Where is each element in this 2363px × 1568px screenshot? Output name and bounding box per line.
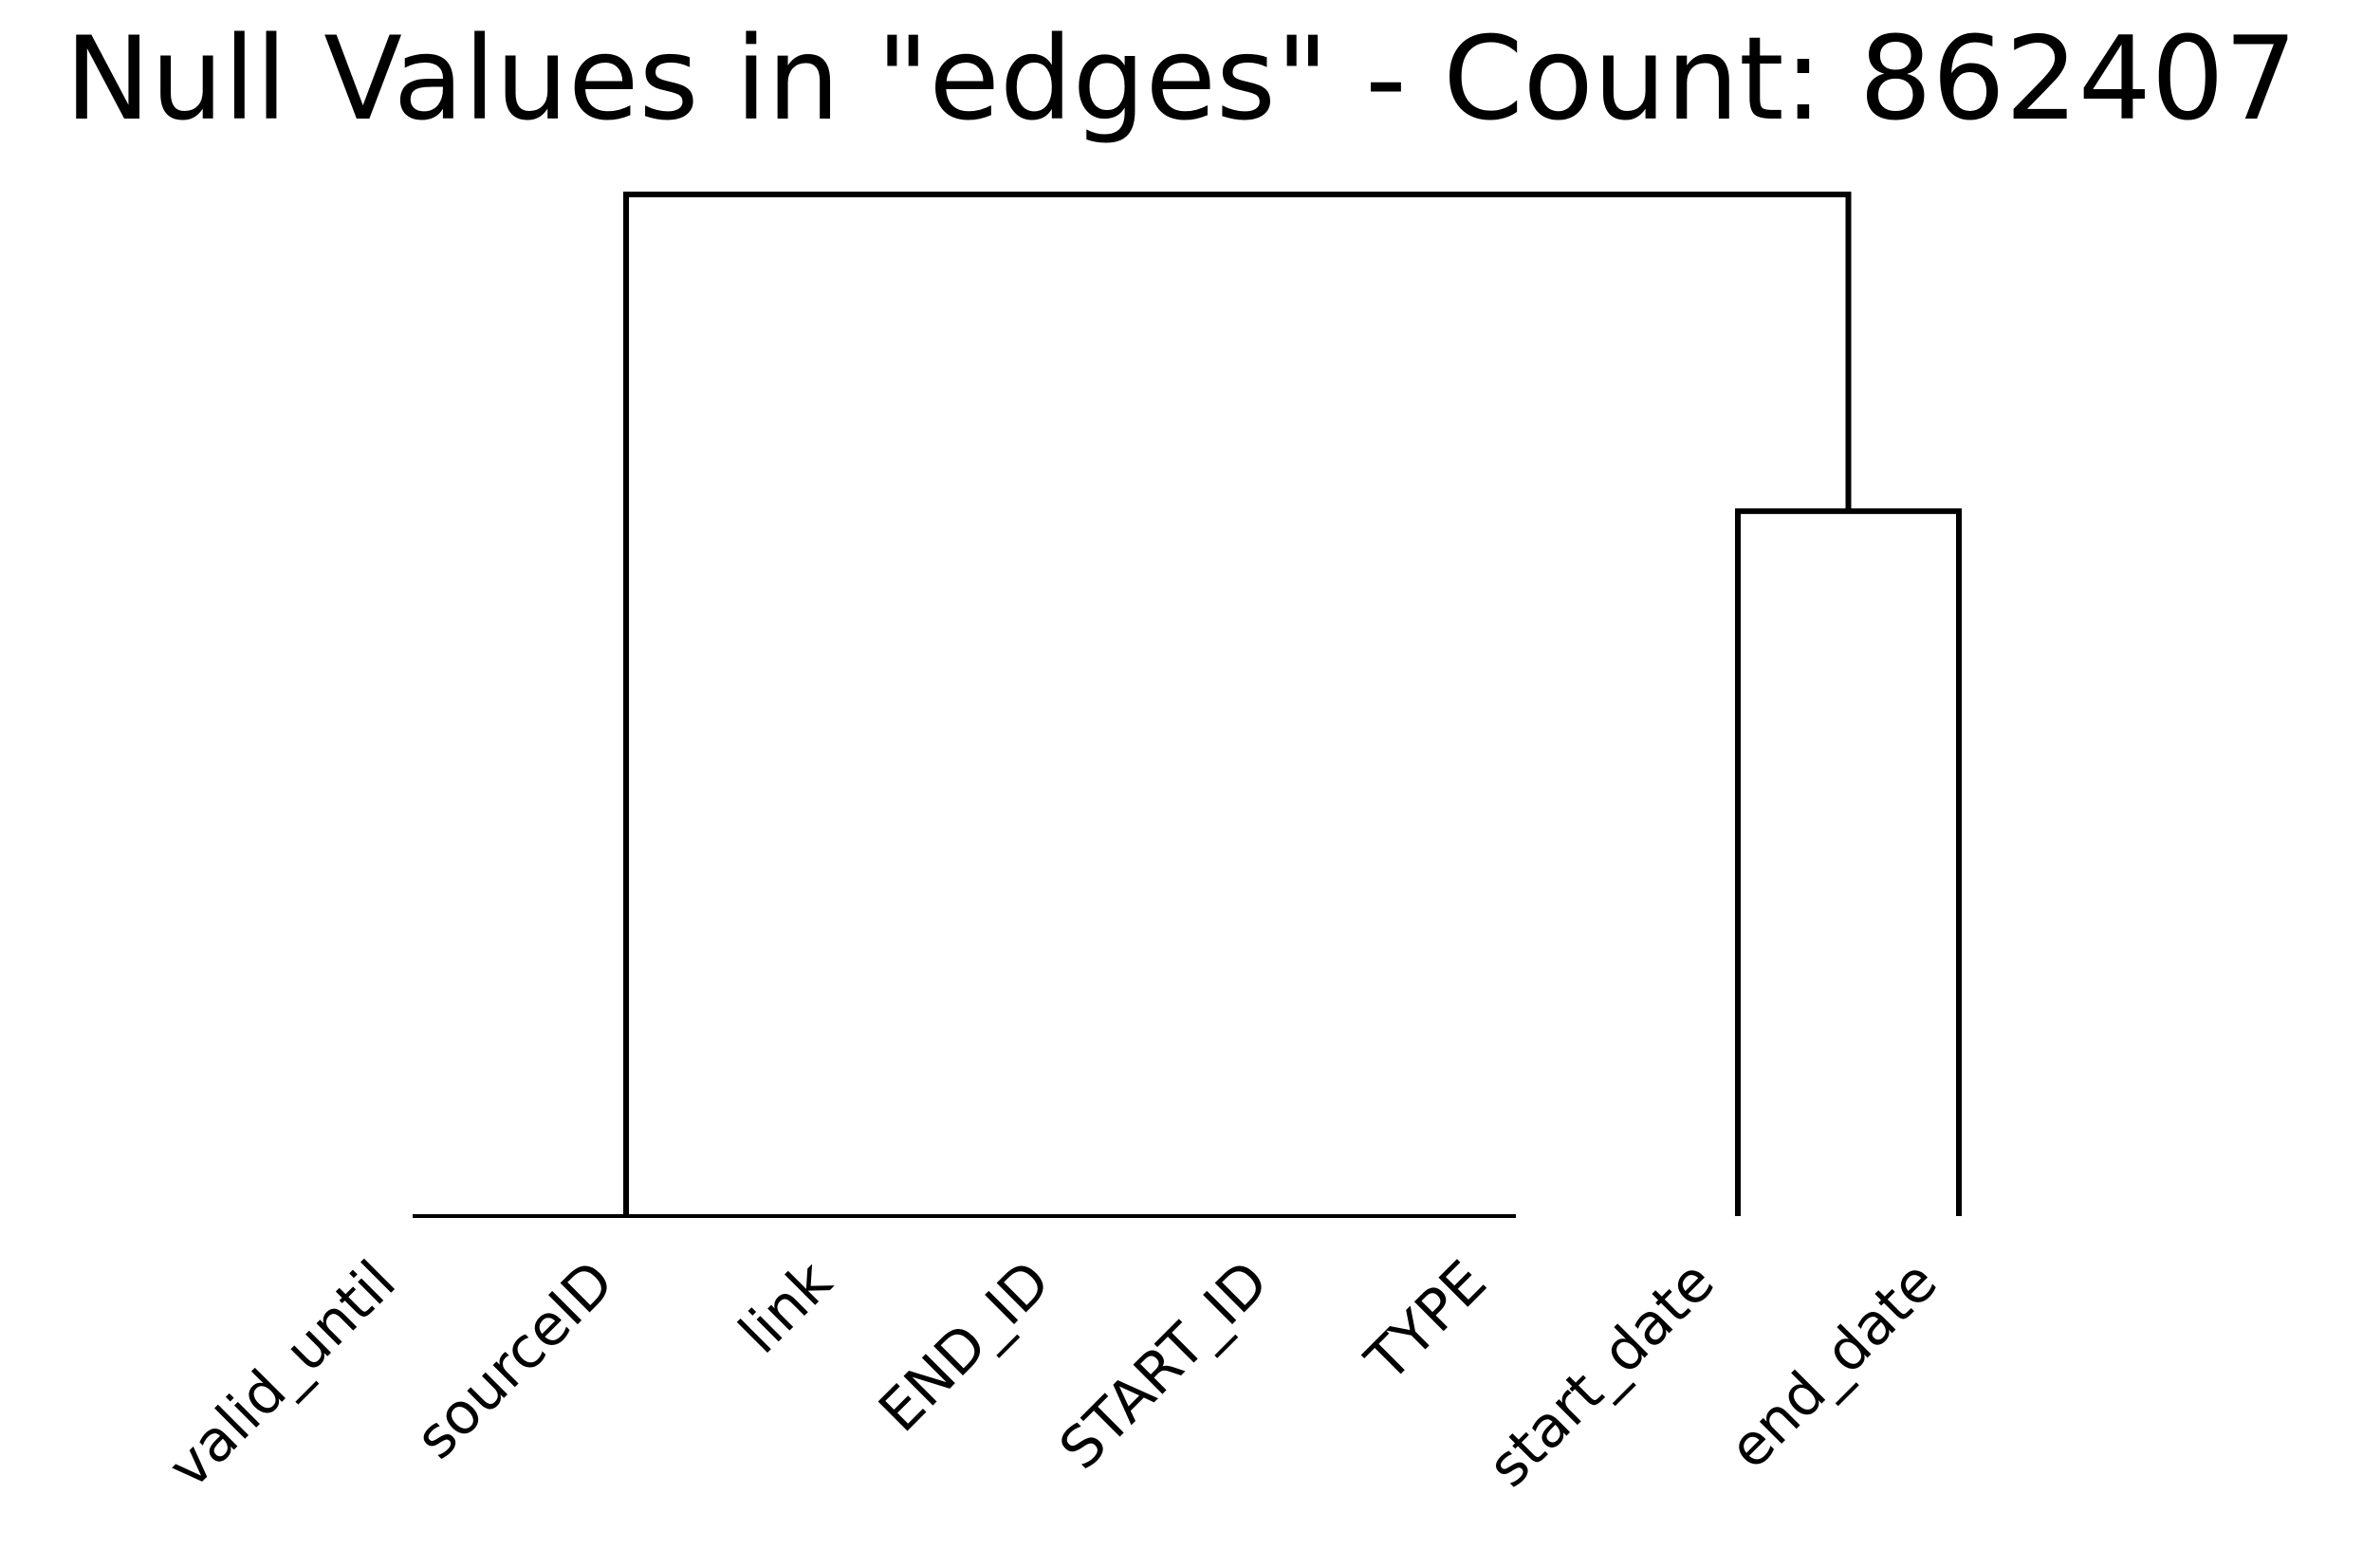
leaf-label-type: TYPE <box>1353 1248 1499 1394</box>
leaf-label-link: link <box>727 1248 845 1367</box>
chart-title: Null Values in "edges" - Count: 862407 <box>65 12 2297 146</box>
leaf-label-valid-until: valid_until <box>156 1248 408 1501</box>
cluster-link-start-end <box>1735 507 1962 1216</box>
root-link <box>623 192 1852 1216</box>
leaf-label-end-date: end_date <box>1716 1248 1949 1482</box>
leaf-label-start-id: START_ID <box>1047 1248 1282 1483</box>
leaf-label-end-id: END_ID <box>867 1248 1063 1445</box>
leaf-label-sourceid: sourceID <box>403 1248 627 1472</box>
dendrogram-links <box>413 192 1962 1218</box>
leaf-label-start-date: start_date <box>1475 1248 1726 1500</box>
